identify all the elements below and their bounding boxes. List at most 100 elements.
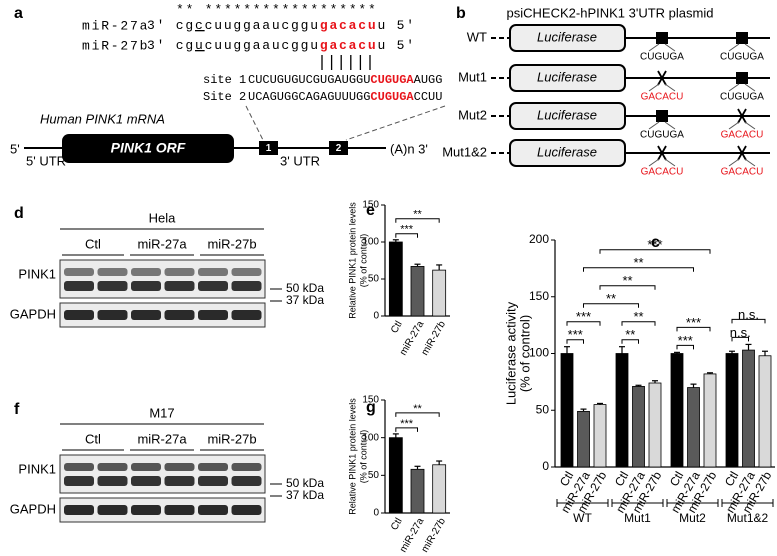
significance-bracket: [395, 233, 418, 238]
construct-name: Mut1&2: [442, 144, 487, 159]
site-name: Site 2: [203, 90, 246, 104]
y-axis-label: Relative PINK1 protein levels: [347, 202, 357, 319]
significance-bracket: [566, 339, 584, 344]
construct-name: WT: [467, 29, 487, 44]
seq: CUCUGUGUCGUGAUGGU: [248, 73, 370, 87]
site-leader: [744, 43, 756, 52]
site-leader: [664, 83, 676, 92]
band: [198, 476, 228, 486]
marker-label: 50 kDa: [286, 281, 324, 295]
site-box: [329, 141, 348, 155]
site-leader: [648, 158, 660, 167]
band: [131, 463, 161, 471]
site-seq: CUGUGA: [640, 52, 684, 63]
seq: u 5': [377, 38, 415, 53]
band: [164, 505, 195, 515]
site-leader: [664, 121, 676, 130]
significance-label: ***: [678, 333, 693, 348]
band: [64, 268, 94, 276]
bar: [758, 355, 772, 468]
mutation-mark: [657, 70, 667, 86]
band: [131, 476, 161, 486]
luciferase-box: [509, 102, 626, 130]
significance-label: n.s.: [738, 307, 759, 322]
blot: [59, 454, 266, 494]
band: [131, 505, 161, 515]
bar: [432, 464, 447, 514]
plasmid-title: psiCHECK2-hPINK1 3'UTR plasmid: [507, 5, 714, 20]
significance-label: ***: [400, 418, 414, 430]
y-tick-label: 150: [529, 289, 549, 303]
x-tick-label: Ctl: [389, 319, 405, 335]
seq: CUGUGA: [370, 73, 414, 87]
seq: cuuggaaucggu: [205, 18, 320, 33]
bar: [615, 353, 629, 468]
protein-label: PINK1: [18, 266, 56, 281]
site-leader: [728, 158, 740, 167]
utr-label: 5' UTR: [26, 153, 66, 168]
luciferase-label: Luciferase: [537, 29, 597, 44]
band: [64, 281, 94, 291]
group-label: Mut1: [624, 511, 651, 525]
significance-bracket: [621, 339, 639, 344]
y-tick-label: 50: [368, 274, 380, 285]
band: [231, 505, 262, 515]
band: [64, 310, 94, 320]
band: [231, 281, 262, 291]
marker-label: 50 kDa: [286, 476, 324, 490]
mirna-seq: 3' cgucuuggaaucggugacacuu 5': [147, 38, 416, 53]
blot: [59, 259, 266, 299]
stars: ** ******************: [176, 2, 378, 17]
significance-bracket: [395, 218, 440, 223]
band: [198, 505, 228, 515]
panel-label: c: [651, 234, 660, 251]
site-seq: CUCUGUGUCGUGAUGGUCUGUGAAUGG: [248, 73, 442, 87]
mutation-mark: [737, 145, 747, 161]
significance-label: **: [633, 255, 643, 270]
seq: gacacu: [320, 38, 378, 53]
seq: 3' cg: [147, 38, 195, 53]
significance-bracket: [566, 321, 601, 326]
bar: [670, 353, 684, 468]
bar: [703, 373, 717, 468]
band: [198, 281, 228, 291]
protein-label: PINK1: [18, 461, 56, 476]
lane-label: miR-27a: [137, 431, 187, 446]
group-label: WT: [573, 511, 592, 525]
significance-label: ***: [576, 309, 591, 324]
y-axis-label: Relative PINK1 protein levels: [347, 398, 357, 515]
band: [164, 463, 195, 471]
site-leader: [728, 43, 740, 52]
cell-line: M17: [149, 405, 174, 420]
y-tick-label: 150: [362, 200, 379, 211]
y-tick-label: 100: [362, 237, 379, 248]
panel-label: e: [366, 202, 375, 219]
site-box-label: 1: [266, 143, 272, 154]
bar: [648, 382, 662, 468]
x-tick-label: Ctl: [557, 469, 576, 489]
significance-label: **: [606, 291, 616, 306]
site-mark: [736, 32, 748, 44]
significance-bracket: [599, 249, 711, 254]
band: [231, 463, 262, 471]
site-seq: CUGUGA: [720, 92, 764, 103]
site-leader: [664, 158, 676, 167]
significance-bracket: [676, 326, 711, 332]
y-tick-label: 100: [529, 346, 549, 360]
bar: [410, 468, 425, 514]
band: [131, 268, 161, 276]
mrna-title: Human PINK1 mRNA: [40, 111, 165, 126]
band: [97, 268, 128, 276]
site-name: site 1: [203, 73, 246, 87]
site-seq: GACACU: [641, 167, 684, 178]
luciferase-box: [509, 139, 626, 167]
luciferase-label: Luciferase: [537, 107, 597, 122]
significance-bracket: [731, 318, 766, 324]
band: [64, 463, 94, 471]
y-tick-label: 50: [368, 470, 380, 481]
band: [97, 476, 128, 486]
significance-label: ***: [686, 315, 701, 330]
bar: [388, 241, 403, 317]
luciferase-box: [509, 64, 626, 92]
band: [97, 463, 128, 471]
